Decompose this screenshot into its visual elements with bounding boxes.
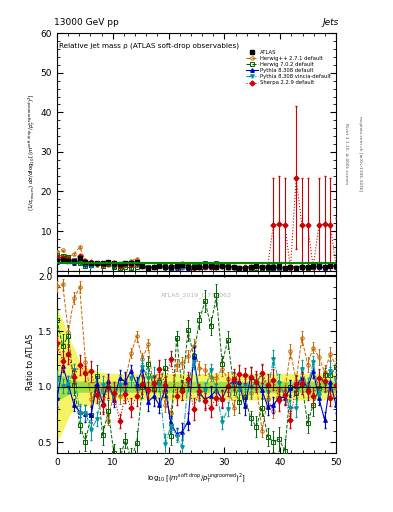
X-axis label: $\log_{10}[(m^{\rm soft\ drop}/p_T^{\rm ungroomed})^2]$: $\log_{10}[(m^{\rm soft\ drop}/p_T^{\rm … — [147, 471, 246, 485]
Y-axis label: Ratio to ATLAS: Ratio to ATLAS — [26, 334, 35, 390]
Text: mcplots.cern.ch [arXiv:1306.3436]: mcplots.cern.ch [arXiv:1306.3436] — [358, 116, 362, 191]
Text: ATLAS_2019_I1772062: ATLAS_2019_I1772062 — [161, 292, 232, 298]
Text: Relative jet mass ρ (ATLAS soft-drop observables): Relative jet mass ρ (ATLAS soft-drop obs… — [59, 43, 239, 49]
Y-axis label: $(1/\sigma_{\rm resum})\ d\sigma/d\log_{10}[(m^{\rm soft\ drop}/p_T^{\rm ungroom: $(1/\sigma_{\rm resum})\ d\sigma/d\log_{… — [26, 93, 38, 211]
Text: Rivet 3.1.10, ≥ 400k events: Rivet 3.1.10, ≥ 400k events — [344, 123, 348, 184]
Text: Jets: Jets — [322, 18, 339, 27]
Text: 13000 GeV pp: 13000 GeV pp — [54, 18, 119, 27]
Legend: ATLAS, Herwig++ 2.7.1 default, Herwig 7.0.2 default, Pythia 8.308 default, Pythi: ATLAS, Herwig++ 2.7.1 default, Herwig 7.… — [244, 48, 333, 88]
